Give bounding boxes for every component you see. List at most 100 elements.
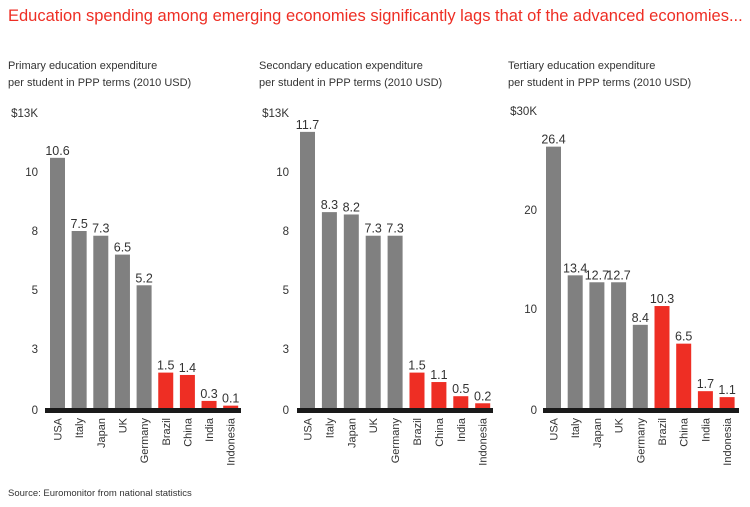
x-tick-label: Italy bbox=[74, 418, 86, 439]
x-tick-label: Indonesia bbox=[226, 417, 238, 466]
bar-usa bbox=[546, 146, 561, 409]
y-tick-label: 20 bbox=[524, 205, 537, 217]
y-tick-label: 10 bbox=[524, 304, 537, 316]
x-tick-label: UK bbox=[117, 417, 129, 433]
bar-brazil bbox=[158, 372, 174, 409]
bar-uk bbox=[365, 235, 381, 409]
x-tick-label: China bbox=[679, 417, 691, 447]
bar-indonesia bbox=[475, 403, 491, 409]
bar-uk bbox=[611, 282, 627, 409]
chart-title-line: Tertiary education expenditure bbox=[508, 60, 655, 72]
bar-indonesia bbox=[223, 405, 239, 409]
chart-title-line: Primary education expenditure bbox=[8, 60, 157, 72]
y-tick-label: 10 bbox=[25, 167, 38, 179]
chart-title-line: per student in PPP terms (2010 USD) bbox=[259, 77, 442, 89]
x-tick-label: Japan bbox=[592, 418, 604, 448]
main-title: Education spending among emerging econom… bbox=[8, 7, 743, 25]
bar-brazil bbox=[409, 372, 425, 409]
x-tick-label: Italy bbox=[324, 418, 336, 439]
bar-japan bbox=[343, 214, 359, 409]
value-label: 0.2 bbox=[474, 389, 491, 403]
x-tick-label: Indonesia bbox=[722, 417, 734, 466]
value-label: 1.1 bbox=[430, 368, 447, 382]
bar-japan bbox=[93, 235, 109, 409]
value-label: 8.2 bbox=[343, 200, 360, 214]
y-tick-label: 0 bbox=[283, 405, 289, 417]
value-label: 6.5 bbox=[675, 330, 692, 344]
bar-china bbox=[676, 343, 692, 409]
y-tick-label: 8 bbox=[283, 226, 289, 238]
value-label: 7.3 bbox=[365, 222, 382, 236]
chart-title-line: per student in PPP terms (2010 USD) bbox=[8, 77, 191, 89]
x-tick-label: Germany bbox=[390, 418, 402, 464]
value-label: 1.1 bbox=[718, 383, 735, 397]
bar-indonesia bbox=[719, 397, 735, 409]
value-label: 10.3 bbox=[650, 292, 674, 306]
x-tick-label: USA bbox=[303, 417, 315, 440]
value-label: 0.1 bbox=[222, 392, 239, 406]
y-tick-label: 3 bbox=[283, 344, 289, 356]
bar-germany bbox=[632, 324, 648, 409]
y-axis-max-label: $30K bbox=[510, 106, 537, 118]
x-tick-label: Japan bbox=[96, 418, 108, 448]
value-label: 10.6 bbox=[45, 144, 69, 158]
x-tick-label: India bbox=[456, 417, 468, 442]
x-tick-label: China bbox=[182, 417, 194, 447]
x-tick-label: Japan bbox=[346, 418, 358, 448]
value-label: 7.3 bbox=[386, 222, 403, 236]
chart-title-line: per student in PPP terms (2010 USD) bbox=[508, 77, 691, 89]
x-tick-label: Germany bbox=[139, 418, 151, 464]
x-tick-label: UK bbox=[368, 417, 380, 433]
bar-india bbox=[453, 396, 469, 409]
x-tick-label: USA bbox=[53, 417, 65, 440]
x-tick-label: Brazil bbox=[657, 418, 669, 446]
y-tick-label: 0 bbox=[531, 405, 537, 417]
value-label: 7.3 bbox=[92, 222, 109, 236]
x-axis-baseline bbox=[45, 408, 241, 413]
x-tick-label: Germany bbox=[635, 418, 647, 464]
bar-usa bbox=[300, 131, 315, 409]
x-tick-label: Brazil bbox=[161, 418, 173, 446]
value-label: 12.7 bbox=[585, 268, 609, 282]
x-tick-label: Brazil bbox=[412, 418, 424, 446]
x-tick-label: India bbox=[204, 417, 216, 442]
value-label: 1.7 bbox=[697, 377, 714, 391]
value-label: 6.5 bbox=[114, 241, 131, 255]
value-label: 8.4 bbox=[632, 311, 649, 325]
y-tick-label: 10 bbox=[276, 167, 289, 179]
y-axis-max-label: $13K bbox=[262, 108, 289, 120]
x-axis-baseline bbox=[543, 408, 739, 413]
bar-italy bbox=[71, 231, 87, 409]
x-tick-label: Indonesia bbox=[478, 417, 490, 466]
bar-india bbox=[697, 391, 713, 409]
value-label: 12.7 bbox=[606, 268, 630, 282]
x-tick-label: India bbox=[700, 417, 712, 442]
bar-china bbox=[179, 374, 195, 409]
primary-education-chart: Primary education expenditure per student… bbox=[8, 60, 241, 466]
value-label: 1.4 bbox=[179, 361, 196, 375]
value-label: 11.7 bbox=[296, 118, 319, 132]
value-label: 0.3 bbox=[200, 387, 217, 401]
bar-usa bbox=[50, 157, 65, 409]
bar-japan bbox=[589, 282, 605, 409]
y-tick-label: 3 bbox=[32, 344, 38, 356]
value-label: 1.5 bbox=[408, 359, 425, 373]
bar-germany bbox=[387, 235, 403, 409]
y-tick-label: 0 bbox=[32, 405, 38, 417]
value-label: 5.2 bbox=[135, 271, 152, 285]
x-tick-label: USA bbox=[549, 417, 561, 440]
source-note: Source: Euromonitor from national statis… bbox=[8, 488, 192, 499]
y-tick-label: 5 bbox=[283, 285, 289, 297]
x-tick-label: UK bbox=[614, 417, 626, 433]
bar-india bbox=[201, 400, 217, 409]
value-label: 1.5 bbox=[157, 359, 174, 373]
tertiary-education-chart: Tertiary education expenditure per studen… bbox=[508, 60, 739, 466]
y-tick-label: 5 bbox=[32, 285, 38, 297]
x-tick-label: China bbox=[434, 417, 446, 447]
secondary-education-chart: Secondary education expenditure per stude… bbox=[259, 60, 493, 466]
bar-china bbox=[431, 382, 447, 409]
bar-italy bbox=[321, 212, 337, 409]
value-label: 26.4 bbox=[541, 133, 565, 147]
x-tick-label: Italy bbox=[570, 418, 582, 439]
